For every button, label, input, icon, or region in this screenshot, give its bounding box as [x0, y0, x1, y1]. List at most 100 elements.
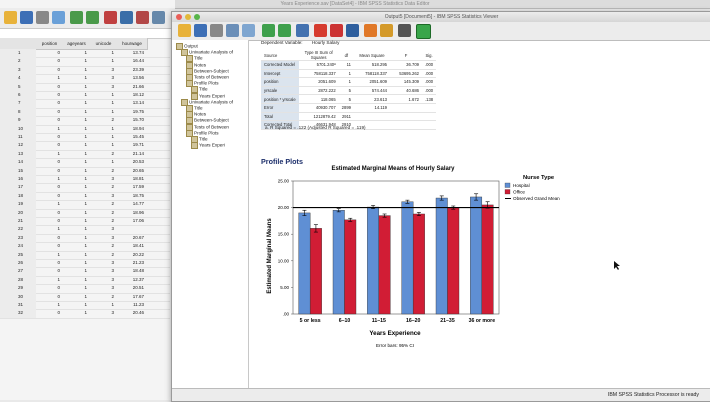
table-row[interactable]: 23 0 1 3 20.67 — [0, 233, 170, 244]
table-row[interactable]: 25 1 1 2 20.22 — [0, 250, 170, 260]
data-cell[interactable]: 3 — [111, 285, 114, 291]
row-number[interactable]: 16 — [0, 175, 36, 184]
data-cell[interactable]: 19.75 — [132, 108, 144, 114]
data-cell[interactable]: 0 — [57, 192, 60, 198]
row-number[interactable]: 5 — [0, 82, 36, 91]
redo-icon[interactable] — [86, 11, 99, 24]
goto-case-icon[interactable] — [104, 11, 117, 24]
row-number[interactable]: 12 — [0, 141, 36, 150]
data-cell[interactable]: 0 — [57, 268, 60, 274]
data-cell[interactable]: 2 — [111, 209, 114, 215]
data-cell[interactable]: 1 — [84, 192, 87, 198]
data-cell[interactable]: 3 — [111, 260, 114, 265]
data-cell[interactable]: 20.67 — [132, 234, 144, 240]
save-icon[interactable] — [194, 24, 207, 37]
data-cell[interactable]: 2 — [111, 117, 114, 123]
data-cell[interactable]: 3 — [111, 83, 114, 89]
data-cell[interactable]: 3 — [111, 226, 114, 232]
data-cell[interactable]: 1 — [84, 226, 87, 232]
row-number[interactable]: 27 — [0, 267, 36, 276]
data-cell[interactable]: 15.45 — [132, 134, 144, 139]
minimize-window-button[interactable] — [185, 14, 191, 20]
export-icon[interactable] — [242, 24, 255, 37]
data-cell[interactable]: 1 — [111, 302, 114, 307]
data-cell[interactable]: 3 — [111, 268, 114, 274]
outline-item[interactable]: Output — [176, 43, 198, 50]
data-cell[interactable]: 17.67 — [132, 293, 144, 299]
data-cell[interactable]: 1 — [84, 66, 87, 72]
data-cell[interactable]: 0 — [57, 58, 60, 64]
table-row[interactable]: 7 0 1 1 13.14 — [0, 99, 170, 109]
data-cell[interactable]: 0 — [57, 167, 60, 173]
table-row[interactable]: 19 1 1 2 14.77 — [0, 200, 170, 210]
table-row[interactable]: 18 0 1 3 18.75 — [0, 191, 170, 202]
row-number[interactable]: 31 — [0, 301, 36, 310]
data-cell[interactable]: 1 — [84, 285, 87, 291]
row-number[interactable]: 9 — [0, 116, 36, 125]
row-number[interactable]: 8 — [0, 107, 36, 117]
data-cell[interactable]: 21.14 — [132, 150, 144, 156]
table-row[interactable]: 14 0 1 1 20.53 — [0, 158, 170, 168]
data-cell[interactable]: 21.66 — [132, 83, 144, 89]
row-number[interactable]: 26 — [0, 259, 36, 268]
print-icon[interactable] — [210, 24, 223, 37]
row-number[interactable]: 20 — [0, 208, 36, 217]
outline-item[interactable]: Years Experi — [191, 92, 225, 100]
data-cell[interactable]: 1 — [84, 108, 87, 114]
script-icon[interactable] — [380, 24, 393, 37]
table-row[interactable]: 2 0 1 1 16.44 — [0, 57, 170, 67]
data-cell[interactable]: 18.96 — [132, 209, 144, 215]
data-cell[interactable]: 20.22 — [132, 251, 144, 257]
data-cell[interactable]: 0 — [57, 243, 60, 249]
data-cell[interactable]: 20.53 — [132, 159, 144, 165]
table-row[interactable]: 24 0 1 2 18.41 — [0, 242, 170, 252]
data-cell[interactable]: 1 — [84, 243, 87, 249]
data-cell[interactable]: 0 — [57, 117, 60, 123]
table-row[interactable]: 31 1 1 1 11.23 — [0, 301, 170, 311]
data-cell[interactable]: 1 — [84, 293, 87, 299]
data-cell[interactable]: 2 — [111, 218, 114, 223]
data-cell[interactable]: 1 — [84, 159, 87, 165]
data-cell[interactable]: 1 — [84, 150, 87, 156]
table-row[interactable]: 27 0 1 3 18.48 — [0, 267, 170, 277]
data-cell[interactable]: 1 — [84, 260, 87, 265]
data-cell[interactable]: 0 — [57, 100, 60, 106]
variables-icon[interactable] — [136, 11, 149, 24]
data-cell[interactable]: 1 — [111, 134, 114, 139]
open-folder-icon[interactable] — [178, 24, 191, 37]
data-cell[interactable]: 0 — [57, 66, 60, 72]
data-cell[interactable]: 0 — [57, 285, 60, 291]
data-cell[interactable]: 3 — [111, 75, 114, 81]
data-cell[interactable]: 0 — [57, 159, 60, 165]
data-cell[interactable]: 1 — [111, 125, 114, 131]
table-row[interactable]: 13 1 1 2 21.14 — [0, 149, 170, 160]
data-cell[interactable]: 0 — [57, 108, 60, 114]
table-row[interactable]: 10 1 1 1 18.94 — [0, 124, 170, 134]
table-row[interactable]: 26 0 1 3 21.23 — [0, 259, 170, 269]
table-row[interactable]: 5 0 1 3 21.66 — [0, 82, 170, 92]
data-cell[interactable]: 1 — [57, 226, 60, 232]
data-cell[interactable]: 0 — [57, 142, 60, 148]
data-cell[interactable]: 1 — [111, 159, 114, 165]
data-cell[interactable]: 1 — [84, 50, 87, 55]
data-cell[interactable]: 1 — [57, 201, 60, 207]
table-row[interactable]: 8 0 1 1 19.75 — [0, 107, 170, 118]
dialog-recall-icon[interactable] — [52, 11, 65, 24]
data-cell[interactable]: 0 — [57, 310, 60, 316]
marginal-means-chart[interactable]: Estimated Marginal Means of Hourly Salar… — [255, 157, 605, 357]
redo-icon[interactable] — [278, 24, 291, 37]
data-cell[interactable]: 1 — [84, 201, 87, 207]
goto-data-icon[interactable] — [314, 24, 327, 37]
data-cell[interactable]: 0 — [57, 134, 60, 139]
data-cell[interactable]: 2 — [111, 243, 114, 249]
print-preview-icon[interactable] — [226, 24, 239, 37]
data-cell[interactable]: 0 — [57, 184, 60, 190]
open-folder-icon[interactable] — [4, 11, 17, 24]
table-row[interactable]: 17 0 1 2 17.59 — [0, 183, 170, 193]
data-cell[interactable]: 1 — [84, 218, 87, 223]
outline-item[interactable]: Years Experi — [191, 142, 225, 150]
goto-variable-icon[interactable] — [120, 11, 133, 24]
data-cell[interactable]: 18.81 — [132, 176, 144, 181]
data-cell[interactable]: 11.23 — [133, 302, 144, 307]
data-cell[interactable]: 1 — [57, 176, 60, 181]
